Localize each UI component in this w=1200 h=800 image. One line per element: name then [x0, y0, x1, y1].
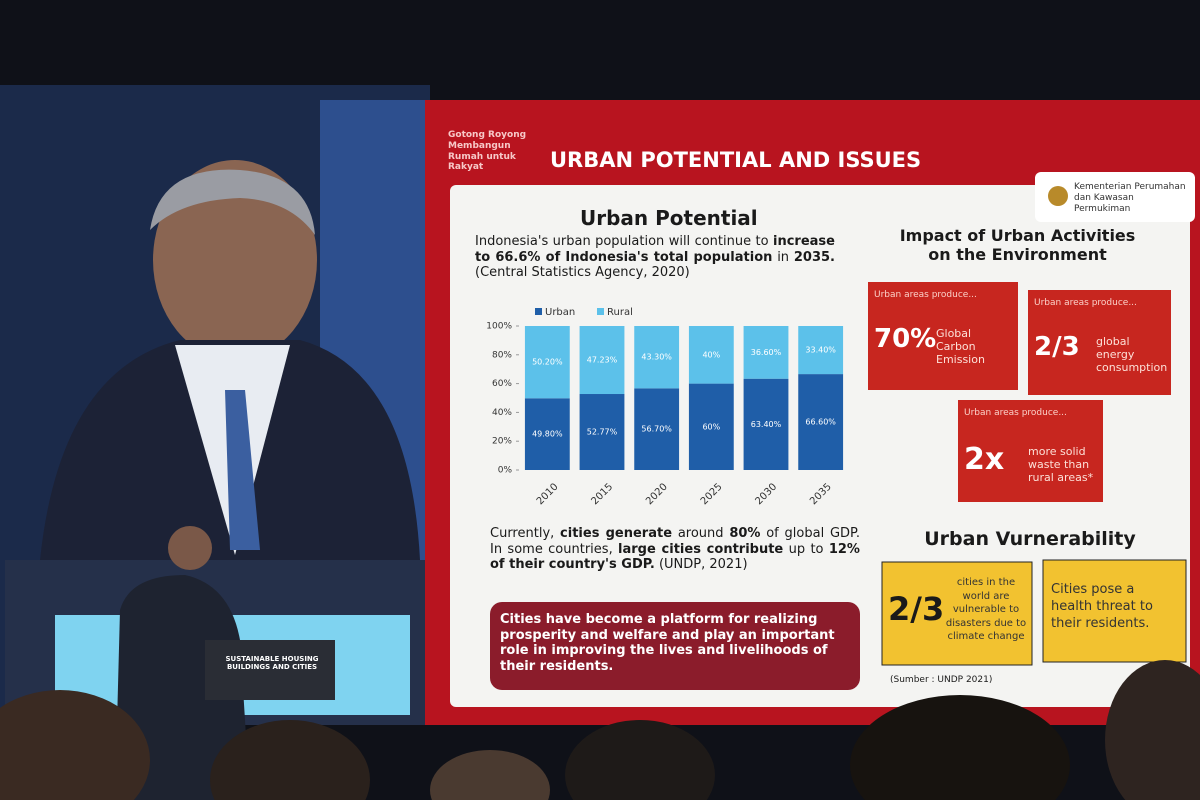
bar: [524, 326, 570, 399]
bar-label: 63.40%: [751, 420, 782, 429]
text-run: (Central Statistics Agency, 2020): [475, 265, 690, 281]
bar-label: 43.30%: [641, 353, 672, 362]
bar: [688, 383, 734, 470]
platform-box: [490, 602, 860, 690]
bar: [688, 326, 734, 384]
paragraph: Indonesia's urban population will contin…: [475, 234, 835, 281]
speaker-face: [153, 160, 317, 360]
impact-card: [958, 400, 1103, 502]
bar: [798, 374, 844, 470]
vulnerability-card: [881, 561, 1033, 666]
bar: [524, 398, 570, 470]
y-tick-label: 60%: [492, 379, 512, 389]
text-run: 2035.: [793, 249, 835, 265]
text-run: around: [672, 526, 730, 541]
bar: [634, 388, 680, 470]
card-text: more solid waste than rural areas*: [1028, 445, 1094, 485]
source: (Sumber : UNDP 2021): [890, 675, 993, 685]
bar: [579, 326, 625, 395]
platform-text: Cities have become a platform for realiz…: [500, 612, 835, 674]
bar-label: 56.70%: [641, 425, 672, 434]
podium-label: SUSTAINABLE HOUSING BUILDINGS AND CITIES: [225, 655, 319, 672]
vulnerability-card: [1042, 559, 1187, 663]
text-run: increase to 66.6% of Indonesia's total p…: [475, 234, 835, 265]
y-tick-label: 80%: [492, 350, 512, 360]
speaker-hair: [150, 169, 315, 235]
y-tick-label: 0%: [498, 466, 513, 476]
audience-head: [0, 690, 150, 800]
presenter-head: [168, 526, 212, 570]
audience-head: [430, 750, 550, 800]
bar: [743, 326, 789, 379]
podium: [205, 640, 335, 700]
bar: [579, 394, 625, 470]
bar-label: 33.40%: [805, 346, 836, 355]
card-text: cities in the world are vulnerable to di…: [945, 577, 1027, 642]
legend-swatch: [597, 308, 604, 315]
section-title: Impact of Urban Activities on the Enviro…: [899, 226, 1136, 265]
paragraph: Currently, cities generate around 80% of…: [490, 526, 860, 573]
legend-label: Urban: [545, 307, 575, 318]
bar: [743, 378, 789, 470]
card-lead: Urban areas produce...: [964, 408, 1067, 418]
bar-label: 60%: [702, 422, 720, 431]
text-run: (UNDP, 2021): [654, 557, 748, 573]
bar: [798, 326, 844, 375]
bar-label: 49.80%: [532, 430, 563, 439]
impact-card: [868, 282, 1018, 390]
y-tick-label: 100%: [486, 322, 512, 332]
text-run: 80%: [729, 526, 761, 541]
text-run: in: [772, 249, 794, 265]
impact-card: [1028, 290, 1171, 395]
bar-label: 52.77%: [587, 428, 618, 437]
ministry-badge: [1035, 172, 1195, 222]
bar-label: 36.60%: [751, 348, 782, 357]
card-text: Cities pose a health threat to their res…: [1051, 582, 1153, 631]
text-run: 12% of their country's GDP.: [490, 541, 860, 573]
card-figure: 2/3: [1034, 332, 1080, 362]
audience-head: [850, 695, 1070, 800]
legend-swatch: [535, 308, 542, 315]
card-lead: Urban areas produce...: [874, 290, 977, 300]
bar-label: 66.60%: [805, 418, 836, 427]
audience-head: [565, 720, 715, 800]
bar-label: 50.20%: [532, 358, 563, 367]
text-run: of global GDP. In some countries,: [490, 526, 860, 557]
presenter: [115, 575, 250, 800]
text-run: large cities contribute: [618, 541, 784, 557]
audience-head: [1105, 660, 1200, 800]
card-figure: 2x: [964, 442, 1005, 477]
legend-label: Rural: [607, 307, 633, 318]
speaker-tie: [225, 390, 260, 550]
bar-label: 40%: [702, 350, 720, 359]
card-lead: Urban areas produce...: [1034, 298, 1137, 308]
card-figure: 70%: [874, 324, 937, 354]
text-run: Indonesia's urban population will contin…: [475, 234, 774, 249]
y-tick-label: 20%: [492, 437, 512, 447]
section-title: Urban Potential: [580, 206, 758, 230]
text-run: cities generate: [560, 526, 673, 541]
bar-label: 47.23%: [587, 356, 618, 365]
card-text: global energy consumption: [1096, 335, 1168, 375]
ministry-emblem: [1048, 186, 1068, 206]
section-title: Urban Vurnerability: [924, 528, 1136, 550]
bar: [634, 326, 680, 389]
card-text: Global Carbon Emission: [936, 327, 985, 367]
card-figure: 2/3: [888, 590, 945, 628]
ministry: Kementerian Perumahan dan Kawasan Permuk…: [1074, 182, 1186, 214]
y-tick-label: 40%: [492, 408, 512, 418]
tagline: Gotong Royong Membangun Rumah untuk Raky…: [448, 130, 527, 173]
text-run: Currently,: [490, 526, 561, 541]
audience-head: [210, 720, 370, 800]
slide-title: URBAN POTENTIAL AND ISSUES: [550, 148, 922, 172]
text-run: up to: [783, 541, 829, 557]
